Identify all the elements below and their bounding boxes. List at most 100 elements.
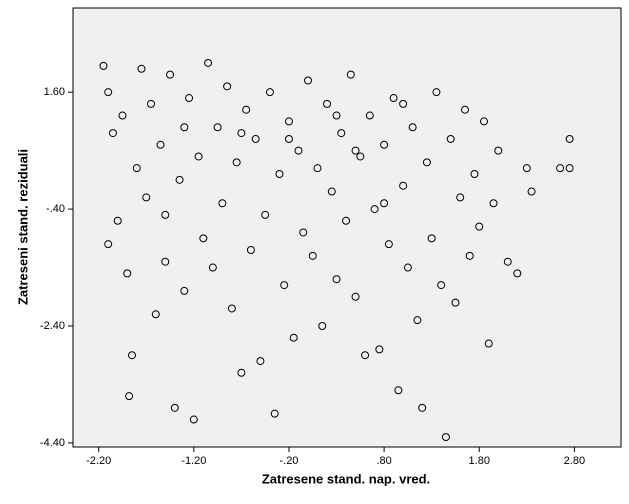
point	[380, 140, 389, 149]
point	[384, 240, 393, 249]
point	[123, 269, 132, 278]
point	[256, 357, 265, 366]
point	[208, 263, 217, 272]
point	[104, 240, 113, 249]
y-tick-label: 1.60	[44, 86, 65, 98]
point	[475, 222, 484, 231]
point	[375, 345, 384, 354]
point	[437, 281, 446, 290]
point	[199, 234, 208, 243]
point	[175, 175, 184, 184]
point	[323, 99, 332, 108]
x-tick-label: -2.20	[86, 455, 111, 467]
point	[527, 187, 536, 196]
point	[99, 61, 108, 70]
point	[108, 129, 117, 138]
point	[318, 321, 327, 330]
point	[118, 111, 127, 120]
point	[180, 286, 189, 295]
point	[494, 146, 503, 155]
y-axis-title: Zatreseni stand. reziduali	[15, 149, 30, 305]
point	[166, 70, 175, 79]
point	[125, 392, 134, 401]
point	[151, 310, 160, 319]
y-tick-label: -4.40	[40, 437, 65, 449]
point	[237, 368, 246, 377]
point	[170, 403, 179, 412]
point	[232, 158, 241, 167]
point	[394, 386, 403, 395]
point	[513, 269, 522, 278]
point	[127, 351, 136, 360]
point	[180, 123, 189, 132]
point	[422, 158, 431, 167]
x-tick-label: .80	[376, 455, 391, 467]
point	[284, 134, 293, 143]
point	[432, 88, 441, 97]
point	[327, 187, 336, 196]
point	[313, 164, 322, 173]
point	[337, 129, 346, 138]
point	[522, 164, 531, 173]
point	[270, 409, 279, 418]
point	[142, 193, 151, 202]
y-tick-label: -2.40	[40, 320, 65, 332]
point	[156, 140, 165, 149]
plot-area	[72, 7, 622, 448]
point	[351, 292, 360, 301]
point	[361, 351, 370, 360]
point	[189, 415, 198, 424]
point	[351, 146, 360, 155]
point	[218, 199, 227, 208]
point	[399, 181, 408, 190]
point	[284, 117, 293, 126]
point	[246, 246, 255, 255]
point	[137, 64, 146, 73]
point	[237, 129, 246, 138]
point	[147, 99, 156, 108]
x-tick-label: -.20	[279, 455, 298, 467]
point	[223, 82, 232, 91]
point	[503, 257, 512, 266]
point	[380, 199, 389, 208]
point	[132, 164, 141, 173]
point	[484, 339, 493, 348]
point	[332, 111, 341, 120]
point	[365, 111, 374, 120]
point	[456, 193, 465, 202]
point	[441, 433, 450, 442]
point	[403, 263, 412, 272]
point	[280, 281, 289, 290]
point	[470, 170, 479, 179]
point	[413, 316, 422, 325]
point	[289, 333, 298, 342]
point	[480, 117, 488, 126]
point	[565, 164, 574, 173]
point	[261, 210, 270, 219]
point	[161, 257, 170, 266]
point	[265, 88, 274, 97]
x-tick-label: 2.80	[564, 455, 585, 467]
point	[213, 123, 222, 132]
point	[104, 88, 113, 97]
point	[356, 152, 365, 161]
point	[332, 275, 341, 284]
point	[308, 251, 317, 260]
point	[408, 123, 417, 132]
point	[204, 58, 213, 67]
point	[346, 70, 355, 79]
point	[556, 164, 565, 173]
x-tick-label: -1.20	[181, 455, 206, 467]
point	[399, 99, 408, 108]
point	[370, 205, 379, 214]
point	[303, 76, 312, 85]
point	[194, 152, 203, 161]
point	[460, 105, 469, 114]
point	[227, 304, 236, 313]
point	[427, 234, 436, 243]
point	[251, 134, 260, 143]
point	[565, 134, 574, 143]
point	[342, 216, 351, 225]
point	[465, 251, 474, 260]
